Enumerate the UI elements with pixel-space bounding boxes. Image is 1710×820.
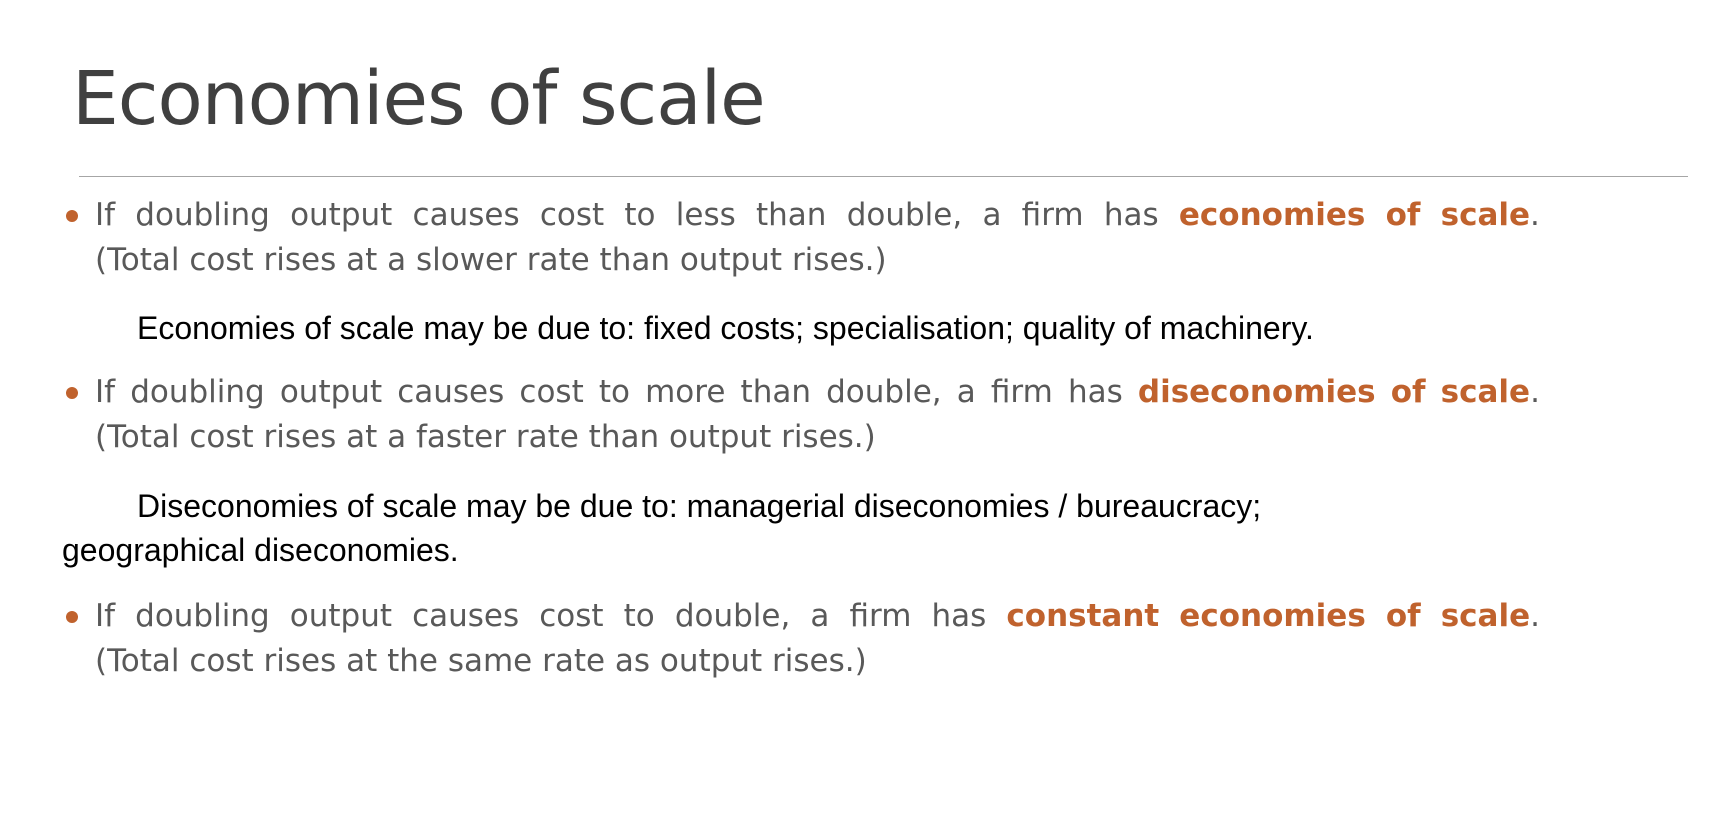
bullet-word: double, — [674, 598, 791, 634]
bullet-word: If — [95, 197, 116, 233]
bullet-word: causes — [412, 197, 520, 233]
bullet-word: less — [675, 197, 736, 233]
bullet-word: output — [289, 598, 392, 634]
bullet-word: output — [290, 197, 393, 233]
highlight-term-word: scale. — [1440, 197, 1540, 233]
bullet-word: If — [95, 598, 116, 634]
bullet-word: a — [956, 374, 976, 410]
bullet-dot-icon — [66, 210, 78, 222]
bullet-word: double, — [846, 197, 963, 233]
bullet-word: than — [756, 197, 827, 233]
bullet-line-1: If doubling output causes cost to double, a firm… — [95, 594, 1540, 639]
highlight-term-word: of — [1385, 598, 1421, 634]
bullet-word: causes — [397, 374, 505, 410]
bullet-word: a — [982, 197, 1002, 233]
bullet-word: causes — [412, 598, 520, 634]
bullet-dot-icon — [66, 611, 78, 623]
note-economies-causes: Economies of scale may be due to: fixed … — [137, 310, 1314, 346]
bullet-line-2: (Total cost rises at a faster rate than … — [95, 419, 876, 455]
bullet-word: cost — [539, 197, 605, 233]
highlight-term-word: scale. — [1440, 598, 1540, 634]
highlight-term-word: economies — [1179, 598, 1366, 634]
bullet-word: firm — [990, 374, 1053, 410]
bullet-constant: If doubling output causes cost to double, a firm… — [66, 594, 1545, 684]
bullet-dot-icon — [66, 387, 78, 399]
bullet-word: firm — [849, 598, 912, 634]
bullet-word: a — [810, 598, 830, 634]
note-diseconomies-causes: Diseconomies of scale may be due to: man… — [137, 488, 1262, 524]
bullet-word: to — [623, 598, 655, 634]
bullet-economies: If doubling output causes cost to less than doub… — [66, 193, 1545, 283]
highlight-term-word: diseconomies — [1137, 374, 1376, 410]
title-divider — [79, 176, 1688, 177]
bullet-word: doubling — [135, 598, 270, 634]
bullet-word: cost — [519, 374, 584, 410]
bullet-line-2: (Total cost rises at a slower rate than … — [95, 242, 887, 278]
bullet-line-1: If doubling output causes cost to more than doub… — [95, 370, 1540, 415]
bullet-word: more — [645, 374, 726, 410]
bullet-diseconomies: If doubling output causes cost to more than doub… — [66, 370, 1545, 460]
bullet-word: to — [598, 374, 630, 410]
bullet-word: than — [740, 374, 811, 410]
bullet-word: output — [279, 374, 383, 410]
note-diseconomies-causes-cont: geographical diseconomies. — [62, 532, 459, 568]
bullet-word: has — [1067, 374, 1123, 410]
highlight-term-word: of — [1390, 374, 1426, 410]
highlight-term-word: constant — [1006, 598, 1160, 634]
bullet-word: to — [624, 197, 656, 233]
slide-title: Economies of scale — [72, 56, 766, 142]
bullet-word: If — [95, 374, 116, 410]
bullet-word: doubling — [130, 374, 265, 410]
highlight-term-word: of — [1385, 197, 1421, 233]
bullet-line-2: (Total cost rises at the same rate as ou… — [95, 643, 867, 679]
bullet-word: double, — [826, 374, 942, 410]
bullet-line-1: If doubling output causes cost to less than doub… — [95, 193, 1540, 238]
bullet-word: firm — [1021, 197, 1084, 233]
highlight-term-word: economies — [1178, 197, 1366, 233]
bullet-word: doubling — [135, 197, 270, 233]
bullet-word: cost — [539, 598, 604, 634]
bullet-word: has — [1103, 197, 1159, 233]
bullet-word: has — [931, 598, 987, 634]
highlight-term-word: scale. — [1440, 374, 1540, 410]
